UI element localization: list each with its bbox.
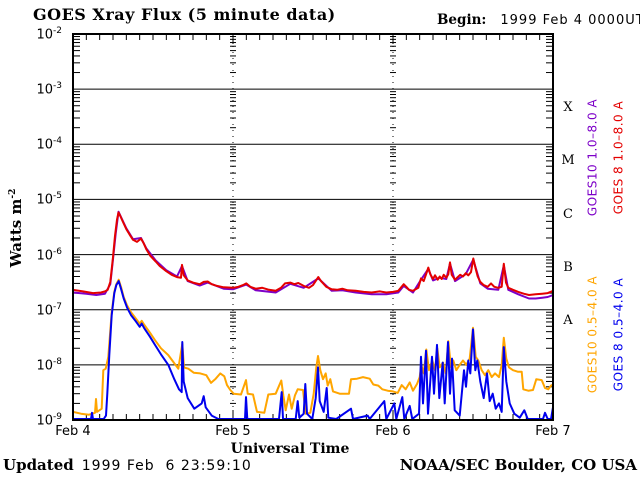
y-tick-label-10e-9: 10-9: [36, 412, 62, 429]
series-GOES10-0-5-4-0-A: [73, 278, 553, 416]
y-tick-label-10e-4: 10-4: [36, 136, 62, 153]
credit-text: NOAA/SEC Boulder, CO USA: [399, 456, 637, 474]
flare-class-a: A: [563, 313, 573, 328]
x-axis-title: Universal Time: [230, 441, 350, 457]
y-axis-title: Watts m-2: [7, 188, 25, 268]
updated-label: Updated: [3, 456, 74, 474]
updated-timestamp: Updated 1999 Feb 6 23:59:10: [3, 456, 252, 474]
begin-label: Begin:: [437, 12, 487, 28]
x-tick-feb4: Feb 4: [55, 424, 91, 439]
legend-goes8-short: GOES 8 0.5–4.0 A: [611, 277, 626, 392]
y-tick-label-10e-2: 10-2: [36, 26, 62, 43]
legend-goes10-short: GOES10 0.5–4.0 A: [585, 275, 600, 394]
updated-value: 1999 Feb 6 23:59:10: [81, 458, 252, 474]
y-tick-label-10e-7: 10-7: [36, 301, 62, 319]
flare-class-m: M: [561, 153, 575, 168]
page-title: GOES Xray Flux (5 minute data): [33, 5, 336, 24]
y-tick-label-10e-6: 10-6: [36, 246, 62, 263]
x-tick-feb5: Feb 5: [215, 424, 251, 439]
legend-goes8-long: GOES 8 1.0–8.0 A: [611, 100, 626, 215]
begin-value: 1999 Feb 4 0000UT: [500, 13, 640, 28]
legend-goes10-long: GOES10 1.0–8.0 A: [585, 98, 600, 217]
flare-class-c: C: [563, 207, 573, 222]
series-GOES-8-0-5-4-0-A: [73, 280, 553, 420]
flare-class-x: X: [563, 100, 573, 115]
y-tick-label-10e-5: 10-5: [36, 191, 62, 208]
y-tick-label-10e-3: 10-3: [36, 81, 62, 98]
begin-time: Begin: 1999 Feb 4 0000UT: [437, 12, 640, 28]
y-tick-label-10e-8: 10-8: [36, 356, 62, 374]
flare-class-b: B: [563, 260, 573, 275]
x-tick-feb6: Feb 6: [375, 424, 411, 439]
x-tick-feb7: Feb 7: [535, 424, 571, 439]
series-GOES-8-1-0-8-0-A: [73, 211, 553, 296]
